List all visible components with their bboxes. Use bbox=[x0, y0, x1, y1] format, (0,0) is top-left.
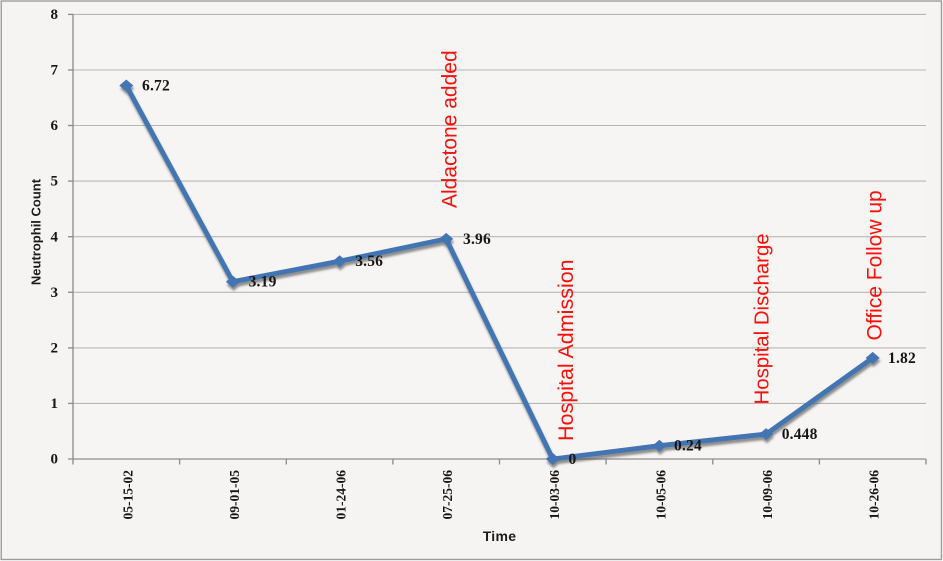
svg-text:10-05-06: 10-05-06 bbox=[653, 470, 668, 520]
svg-text:0.24: 0.24 bbox=[674, 438, 702, 455]
svg-text:1: 1 bbox=[51, 396, 59, 412]
svg-text:07-25-06: 07-25-06 bbox=[440, 470, 455, 520]
svg-text:10-03-06: 10-03-06 bbox=[547, 470, 562, 520]
svg-text:05-15-02: 05-15-02 bbox=[120, 470, 135, 520]
svg-text:2: 2 bbox=[51, 341, 59, 357]
svg-text:3.56: 3.56 bbox=[355, 253, 383, 270]
svg-text:4: 4 bbox=[51, 229, 59, 245]
svg-text:0: 0 bbox=[569, 451, 577, 468]
svg-text:6: 6 bbox=[51, 118, 59, 134]
svg-text:1.82: 1.82 bbox=[888, 350, 916, 367]
svg-text:Aldactone added: Aldactone added bbox=[439, 50, 462, 208]
svg-text:6.72: 6.72 bbox=[142, 78, 170, 95]
svg-text:Hospital Discharge: Hospital Discharge bbox=[752, 233, 774, 404]
svg-text:09-01-05: 09-01-05 bbox=[227, 470, 242, 520]
svg-text:10-09-06: 10-09-06 bbox=[760, 470, 775, 520]
svg-text:01-24-06: 01-24-06 bbox=[334, 470, 349, 520]
svg-text:10-26-06: 10-26-06 bbox=[867, 470, 882, 520]
svg-text:Neutrophil Count: Neutrophil Count bbox=[29, 178, 44, 285]
svg-text:Time: Time bbox=[483, 528, 517, 544]
svg-text:Hospital Admission: Hospital Admission bbox=[554, 259, 578, 441]
svg-text:5: 5 bbox=[51, 174, 59, 190]
svg-text:0: 0 bbox=[51, 452, 59, 468]
svg-text:3.19: 3.19 bbox=[249, 274, 277, 291]
svg-text:7: 7 bbox=[51, 63, 59, 79]
svg-text:8: 8 bbox=[51, 7, 59, 23]
svg-text:3: 3 bbox=[51, 285, 59, 301]
svg-text:3.96: 3.96 bbox=[463, 231, 491, 248]
svg-text:0.448: 0.448 bbox=[782, 426, 818, 443]
svg-text:Office Follow up: Office Follow up bbox=[864, 190, 887, 340]
